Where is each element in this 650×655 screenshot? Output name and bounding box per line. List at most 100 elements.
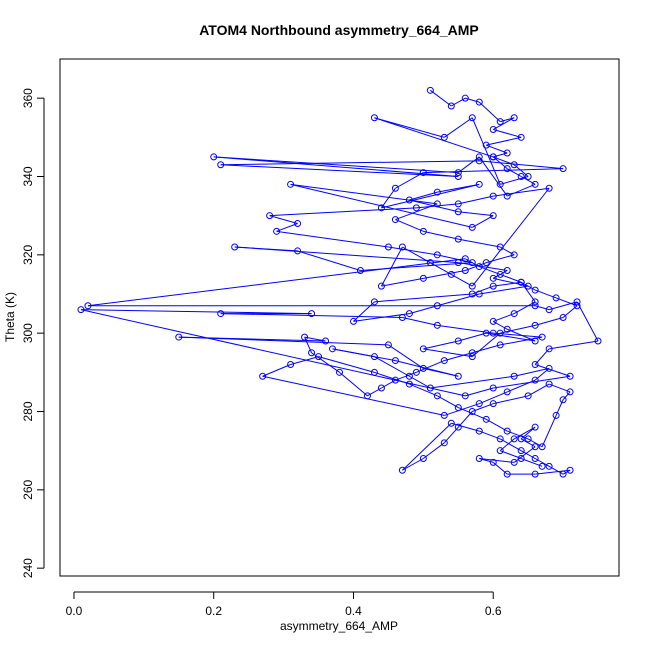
series-line-segment	[381, 183, 480, 209]
data-point	[356, 267, 364, 274]
data-point	[573, 298, 581, 306]
series-line-segment	[562, 469, 571, 475]
data-point	[559, 165, 567, 173]
series-line-segment	[535, 305, 550, 311]
data-point	[517, 133, 525, 141]
data-point	[377, 204, 385, 212]
data-point	[391, 216, 399, 224]
data-point	[384, 243, 392, 251]
series-line-segment	[80, 309, 466, 397]
series-line-segment	[388, 344, 424, 369]
data-point	[287, 361, 295, 368]
data-point	[503, 470, 511, 478]
data-point	[370, 298, 378, 306]
data-point	[489, 458, 497, 466]
series-line-segment	[500, 273, 522, 283]
series-line-segment	[409, 375, 431, 389]
data-point	[573, 302, 581, 310]
series-line-segment	[437, 293, 480, 307]
data-point	[405, 310, 413, 318]
data-point	[524, 392, 532, 400]
y-axis-label: Theta (K)	[3, 292, 17, 342]
data-point	[538, 462, 546, 470]
data-point	[454, 337, 462, 345]
series-line-segment	[423, 442, 445, 459]
data-point	[447, 419, 455, 427]
series-line-segment	[437, 183, 480, 193]
series-line-segment	[409, 305, 438, 315]
data-point	[489, 282, 497, 290]
x-axis: 0.0 0.2 0.4 0.6	[66, 591, 502, 618]
series-line-segment	[479, 285, 529, 295]
data-point	[517, 447, 525, 455]
series-line-segment	[213, 156, 459, 174]
data-point	[175, 333, 183, 341]
series-line-segment	[423, 168, 564, 174]
data-point	[433, 251, 441, 259]
x-tick-label: 0.6	[485, 604, 502, 618]
series-line-segment	[479, 266, 501, 275]
data-point	[545, 462, 553, 470]
data-point	[482, 141, 490, 149]
data-point	[566, 372, 574, 380]
series-line-segment	[527, 438, 543, 448]
series-line-segment	[374, 117, 494, 158]
data-point	[545, 364, 553, 372]
data-point	[482, 415, 490, 423]
data-point	[524, 282, 532, 290]
data-point	[454, 169, 462, 177]
data-point	[489, 212, 497, 220]
data-point	[538, 333, 546, 341]
data-point	[468, 223, 476, 231]
data-point	[433, 302, 441, 310]
data-point	[454, 404, 462, 412]
series-line-segment	[416, 203, 459, 209]
series-line-segment	[423, 340, 459, 350]
series-line-segment	[562, 391, 571, 401]
data-point	[475, 98, 483, 106]
series-line-segment	[213, 156, 459, 177]
series-line-segment	[290, 356, 319, 365]
series-line-segment	[555, 297, 578, 307]
series-line-segment	[479, 458, 515, 463]
series-line-segment	[339, 371, 368, 397]
series-line-segment	[485, 418, 508, 432]
series-line-segment	[471, 187, 550, 287]
series-line-segment	[541, 415, 557, 447]
data-point	[433, 392, 441, 400]
y-tick-label: 360	[21, 88, 35, 108]
series-line-segment	[486, 136, 522, 146]
series-line-segment	[304, 336, 326, 342]
series-line-segment	[234, 246, 459, 264]
series-line-segment	[471, 332, 501, 358]
series-line-segment	[402, 317, 438, 326]
data-point	[454, 235, 462, 243]
data-point	[426, 384, 434, 392]
series-line-segment	[380, 246, 403, 287]
series-line-segment	[423, 348, 473, 358]
series-line-segment	[458, 332, 487, 342]
data-point	[545, 380, 553, 388]
data-point	[538, 443, 546, 451]
series-line-segment	[520, 438, 536, 448]
data-point	[433, 200, 441, 208]
data-point	[231, 243, 239, 251]
series-line-segment	[87, 258, 466, 307]
series-line-segment	[513, 446, 536, 463]
data-point	[468, 114, 476, 122]
data-point	[454, 423, 462, 431]
data-point	[370, 353, 378, 361]
series-line-segment	[493, 313, 515, 322]
plot-area-frame	[59, 58, 620, 577]
data-point	[524, 435, 532, 443]
series-line-segment	[318, 356, 375, 373]
data-point	[496, 329, 504, 337]
series-line-segment	[430, 262, 452, 275]
series-line-segment	[479, 160, 564, 170]
data-point	[440, 357, 448, 365]
series-line-segment	[548, 465, 564, 475]
data-point	[384, 341, 392, 349]
data-point	[545, 306, 553, 314]
data-point	[552, 294, 560, 302]
